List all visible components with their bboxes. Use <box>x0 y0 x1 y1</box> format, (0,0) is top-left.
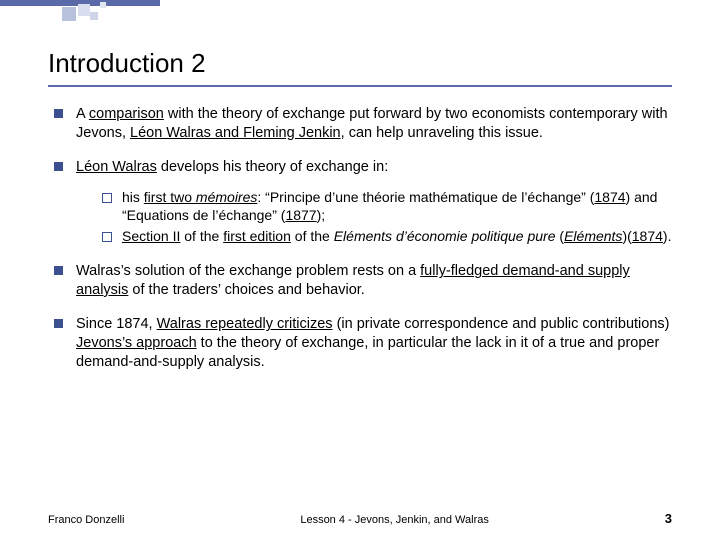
bullet-text: his first two mémoires: “Principe d’une … <box>122 189 657 223</box>
footer-lesson: Lesson 4 - Jevons, Jenkin, and Walras <box>124 514 664 526</box>
slide-body: Introduction 2 A comparison with the the… <box>0 0 720 540</box>
title-rule <box>48 85 672 87</box>
footer-author: Franco Donzelli <box>48 514 124 526</box>
bullet-text: Since 1874, Walras repeatedly criticizes… <box>76 316 669 369</box>
list-item: Walras’s solution of the exchange proble… <box>54 262 672 299</box>
bullet-text: Walras’s solution of the exchange proble… <box>76 263 630 298</box>
list-item: Section II of the first edition of the E… <box>102 228 672 246</box>
list-item: his first two mémoires: “Principe d’une … <box>102 189 672 225</box>
list-item: A comparison with the theory of exchange… <box>54 105 672 142</box>
slide-title: Introduction 2 <box>48 48 672 79</box>
sub-list: his first two mémoires: “Principe d’une … <box>76 189 672 247</box>
list-item: Since 1874, Walras repeatedly criticizes… <box>54 315 672 371</box>
footer-page-number: 3 <box>665 511 672 526</box>
slide-footer: Franco Donzelli Lesson 4 - Jevons, Jenki… <box>48 511 672 526</box>
bullet-text: Section II of the first edition of the E… <box>122 228 671 244</box>
list-item: Léon Walras develops his theory of excha… <box>54 158 672 246</box>
bullet-text: Léon Walras develops his theory of excha… <box>76 159 388 175</box>
bullet-list: A comparison with the theory of exchange… <box>48 105 672 371</box>
bullet-text: A comparison with the theory of exchange… <box>76 106 668 141</box>
